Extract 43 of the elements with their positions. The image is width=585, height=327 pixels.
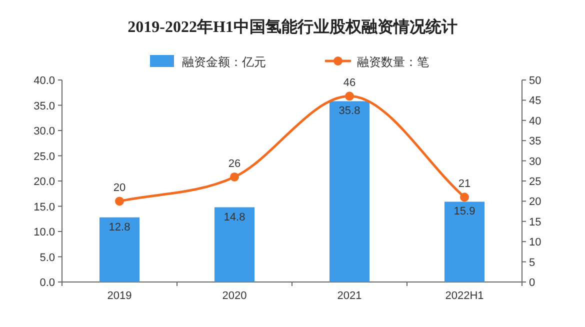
bar (214, 207, 254, 282)
data-label: 12.8 (108, 221, 130, 234)
y2-tick-label: 45 (529, 95, 542, 108)
y2-tick-label: 25 (529, 176, 542, 188)
chart-title: 2019-2022年H1中国氢能行业股权融资情况统计 (128, 18, 458, 36)
y-tick-label: 20.0 (34, 176, 55, 188)
y-tick-label: 10.0 (34, 226, 55, 238)
data-label: 26 (228, 158, 241, 170)
y2-tick-label: 10 (529, 236, 542, 249)
bar (330, 101, 370, 282)
bar (100, 217, 140, 282)
x-tick-label: 2021 (337, 290, 362, 302)
point (115, 196, 124, 206)
point (230, 172, 239, 182)
y2-tick-label: 15 (529, 216, 542, 228)
y2-tick-label: 20 (529, 196, 542, 208)
data-label: 35.8 (338, 105, 360, 118)
y-tick-label: 40.0 (34, 75, 55, 87)
point (345, 92, 354, 101)
y-tick-label: 15.0 (34, 201, 55, 214)
y2-tick-label: 50 (529, 75, 542, 87)
y-tick-label: 35.0 (34, 100, 55, 112)
data-label: 15.9 (454, 206, 476, 218)
point (460, 192, 469, 202)
y2-tick-label: 5 (529, 256, 536, 269)
y-tick-label: 5.0 (40, 252, 55, 264)
data-label: 21 (458, 178, 471, 190)
data-label: 20 (113, 182, 126, 194)
y-tick-label: 30.0 (34, 126, 55, 138)
bar (444, 202, 484, 282)
x-tick-label: 2020 (222, 290, 247, 302)
legend-label: 融资金额：亿元 (182, 55, 266, 69)
x-tick-label: 2022H1 (445, 290, 484, 302)
y2-tick-label: 0 (529, 277, 536, 289)
y2-tick-label: 35 (529, 136, 542, 148)
data-label: 14.8 (224, 211, 246, 224)
y-tick-label: 0.0 (40, 277, 55, 289)
legend-label: 融资数量：笔 (357, 55, 429, 69)
y-tick-label: 25.0 (34, 150, 55, 163)
x-tick-label: 2019 (107, 290, 132, 302)
y2-tick-label: 40 (529, 115, 542, 128)
y2-tick-label: 30 (529, 156, 542, 168)
data-label: 46 (343, 77, 356, 90)
